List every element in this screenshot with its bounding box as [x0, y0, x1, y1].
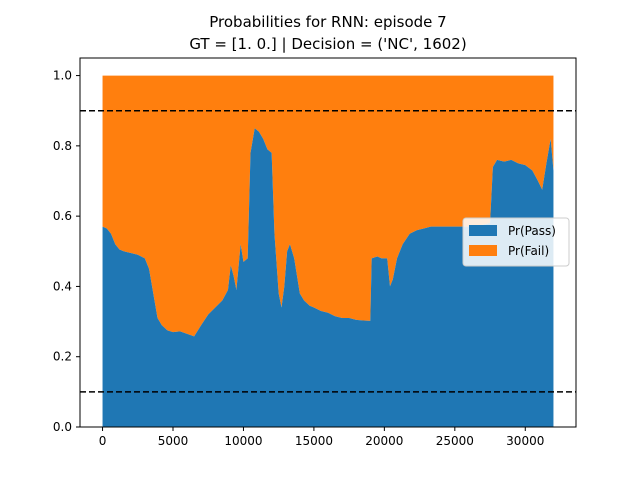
- y-tick-label: 1.0: [53, 69, 72, 83]
- legend-swatch-1: [469, 245, 497, 256]
- area-pr-fail: [102, 75, 554, 337]
- chart-subtitle: GT = [1. 0.] | Decision = ('NC', 1602): [189, 35, 466, 53]
- y-tick-label: 0.4: [53, 279, 72, 293]
- x-tick-label: 20000: [365, 434, 403, 448]
- y-tick-label: 0.2: [53, 350, 72, 364]
- x-tick-label: 5000: [158, 434, 189, 448]
- axis-layer: 0 5000 10000 15000 20000 25000 30000 0.0 0.2 0.4 0…: [53, 57, 577, 448]
- chart-title: Probabilities for RNN: episode 7: [209, 13, 446, 31]
- x-tick-label: 10000: [224, 434, 262, 448]
- y-tick-label: 0.8: [53, 139, 72, 153]
- x-tick-label: 30000: [506, 434, 544, 448]
- plot-layer: [80, 75, 576, 428]
- x-tick-label: 15000: [295, 434, 333, 448]
- x-tick-label: 0: [99, 434, 107, 448]
- legend: Pr(Pass) Pr(Fail): [462, 217, 570, 267]
- legend-label-0: Pr(Pass): [508, 224, 556, 238]
- x-tick-label: 25000: [436, 434, 474, 448]
- y-tick-label: 0.0: [53, 420, 72, 434]
- plot-frame: [79, 57, 577, 428]
- legend-label-1: Pr(Fail): [508, 244, 549, 258]
- area-pr-pass: [102, 128, 554, 428]
- y-tick-label: 0.6: [53, 209, 72, 223]
- legend-swatch-0: [469, 225, 497, 236]
